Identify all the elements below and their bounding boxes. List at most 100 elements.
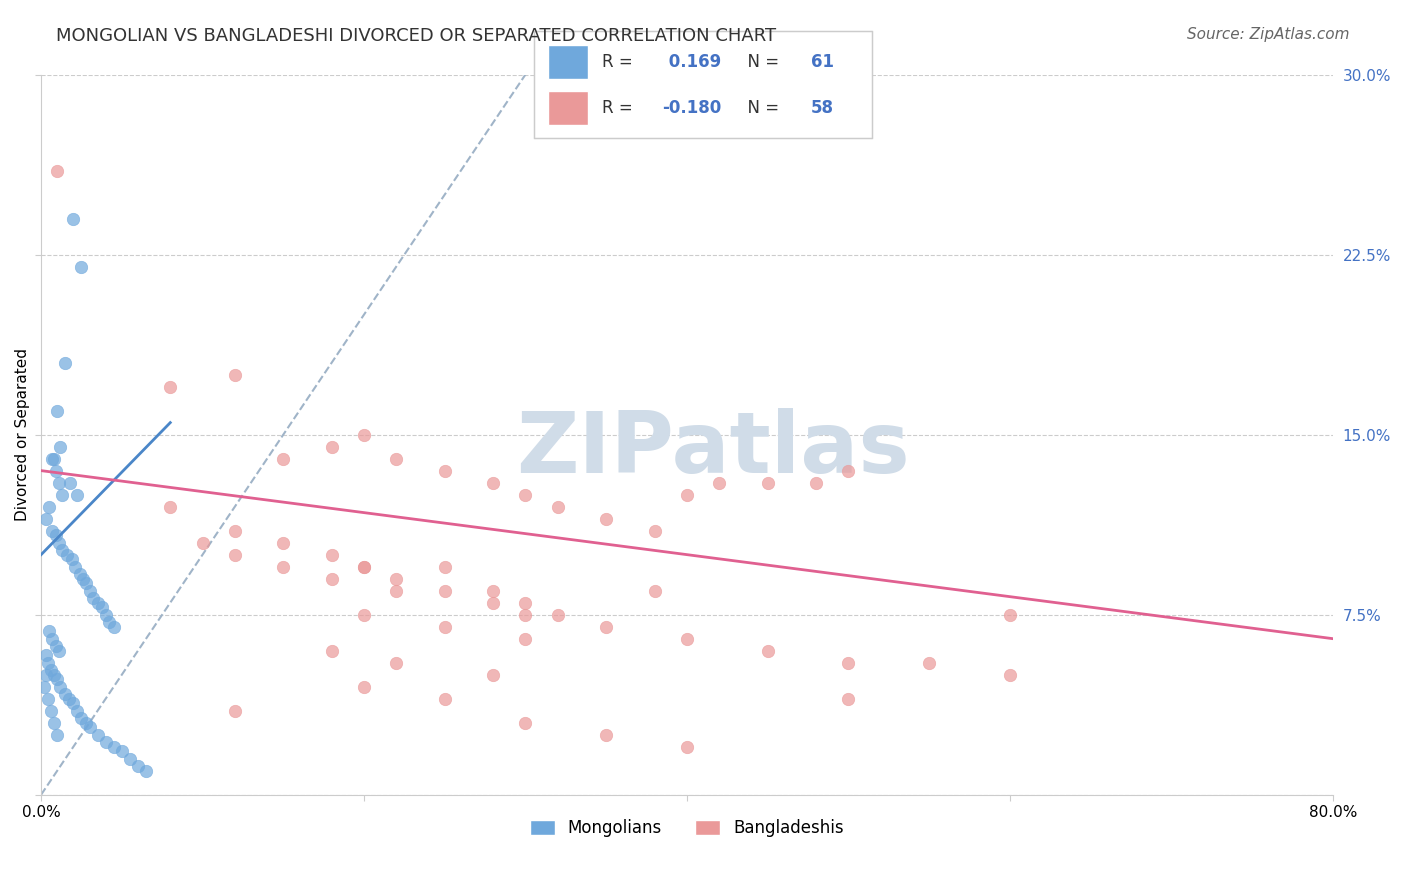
Point [756,475,779,490]
Point [79,583,101,598]
Point [38,500,60,514]
Point [321,548,343,562]
Point [644,583,666,598]
Point [37,691,59,706]
Point [86,596,108,610]
Legend: Mongolians, Bangladeshis: Mongolians, Bangladeshis [523,813,851,844]
Point [515,488,537,502]
Point [837,656,859,670]
Point [756,643,779,657]
Point [321,440,343,454]
Point [103,620,125,634]
Point [159,500,181,514]
Point [46,728,69,742]
Point [385,451,408,466]
Text: MONGOLIAN VS BANGLADESHI DIVORCED OR SEPARATED CORRELATION CHART: MONGOLIAN VS BANGLADESHI DIVORCED OR SEP… [56,27,776,45]
Point [353,427,375,442]
Point [41,632,63,646]
Point [48,643,70,657]
Point [918,656,941,670]
Point [72,572,94,586]
Point [69,566,91,581]
Point [676,488,699,502]
Point [482,475,505,490]
Point [62,211,84,226]
Text: 61: 61 [811,54,834,71]
Point [224,704,246,718]
Point [224,548,246,562]
Point [127,759,149,773]
Point [159,379,181,393]
Point [45,528,67,542]
Point [41,451,63,466]
Text: ZIPatlas: ZIPatlas [516,408,910,491]
Point [321,572,343,586]
Point [595,620,617,634]
Point [385,572,408,586]
Point [433,464,456,478]
Text: Source: ZipAtlas.com: Source: ZipAtlas.com [1187,27,1350,42]
Point [58,691,80,706]
Point [998,667,1021,681]
Text: -0.180: -0.180 [662,99,721,117]
Point [271,451,294,466]
Point [49,680,72,694]
Point [111,744,134,758]
Text: N =: N = [737,99,785,117]
Point [42,451,65,466]
Text: 0.169: 0.169 [662,54,721,71]
Point [35,511,58,525]
Point [42,715,65,730]
Point [48,535,70,549]
Point [66,488,89,502]
Point [48,475,70,490]
Point [224,368,246,382]
Point [39,663,62,677]
Point [515,596,537,610]
FancyBboxPatch shape [548,91,588,126]
Point [804,475,827,490]
FancyBboxPatch shape [548,45,588,79]
Point [46,673,69,687]
Point [676,632,699,646]
Point [135,764,157,778]
Point [38,624,60,639]
Point [82,591,104,605]
Point [433,691,456,706]
Text: 58: 58 [811,99,834,117]
Point [385,656,408,670]
Point [103,739,125,754]
Point [46,403,69,417]
Text: N =: N = [737,54,785,71]
Point [595,511,617,525]
Point [91,600,114,615]
Point [353,680,375,694]
Point [271,559,294,574]
Point [482,596,505,610]
Point [433,559,456,574]
Point [49,440,72,454]
Point [42,667,65,681]
Point [45,639,67,653]
Y-axis label: Divorced or Separated: Divorced or Separated [15,348,30,521]
Point [75,715,97,730]
Point [45,464,67,478]
Point [35,648,58,663]
Point [515,607,537,622]
Point [70,711,93,725]
Text: R =: R = [602,99,638,117]
Point [644,524,666,538]
Point [433,620,456,634]
Point [94,735,117,749]
Point [271,535,294,549]
Point [53,687,76,701]
Point [595,728,617,742]
Point [709,475,731,490]
Point [118,752,141,766]
Point [75,576,97,591]
Point [353,559,375,574]
Point [353,559,375,574]
Point [97,615,120,629]
Point [515,715,537,730]
Point [86,728,108,742]
